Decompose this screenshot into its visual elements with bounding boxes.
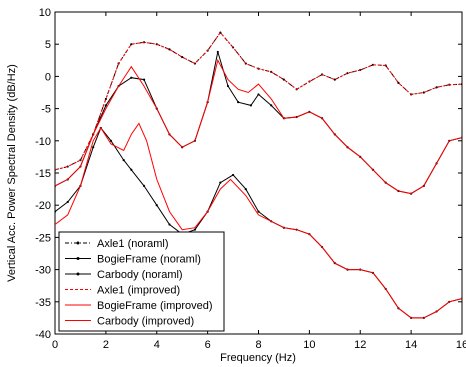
data-point (257, 93, 260, 96)
x-tick-label: 4 (154, 339, 160, 351)
data-point (270, 104, 273, 107)
series-line (55, 58, 462, 195)
axis-ticks: 0 2 4 6 8 10 12 14 16 -40 -35 -30 -25 -20 -15 -10 -5 0 5 10 (35, 7, 466, 351)
legend-marker (76, 272, 80, 276)
y-tick-label: -5 (41, 104, 51, 116)
y-tick-label: -10 (35, 136, 51, 148)
y-tick-label: -40 (35, 329, 51, 341)
data-point (168, 223, 171, 226)
y-tick-label: -25 (35, 232, 51, 244)
legend-label: Axle1 (noraml) (97, 238, 169, 250)
data-point (142, 78, 146, 81)
series-layer (55, 31, 462, 319)
data-point (142, 184, 146, 187)
x-tick-label: 16 (456, 339, 466, 351)
legend-label: BogieFrame (improved) (97, 300, 213, 312)
series-line (55, 31, 462, 171)
data-point (216, 50, 219, 54)
data-point (181, 55, 184, 59)
data-point (66, 200, 69, 204)
x-tick-label: 10 (303, 339, 315, 351)
data-point (155, 204, 158, 207)
data-point (219, 181, 222, 184)
y-tick-label: 0 (45, 71, 51, 83)
data-point (226, 84, 230, 88)
x-tick-label: 14 (405, 339, 417, 351)
series-line (55, 122, 462, 319)
x-tick-label: 0 (52, 339, 58, 351)
data-point (55, 210, 57, 213)
data-point (130, 168, 133, 171)
data-point (104, 104, 107, 107)
data-point (257, 210, 260, 213)
data-point (231, 173, 235, 177)
legend-box (58, 231, 225, 332)
data-point (104, 97, 107, 101)
data-point (244, 188, 247, 191)
legend-label: BogieFrame (noraml) (97, 254, 201, 266)
x-tick-label: 8 (255, 339, 261, 351)
legend-marker (76, 241, 80, 245)
y-tick-label: -20 (35, 200, 51, 212)
series-3 (55, 31, 462, 171)
data-point (122, 159, 125, 162)
y-axis-label: Vertical Acc. Power Spectral Density (dB… (6, 64, 18, 282)
legend-label: Carbody (noraml) (97, 269, 183, 281)
x-axis-label: Frequency (Hz) (220, 352, 296, 364)
data-point (333, 78, 336, 81)
x-tick-label: 6 (205, 339, 211, 351)
x-tick-label: 12 (354, 339, 366, 351)
data-point (249, 104, 252, 107)
x-tick-label: 2 (103, 339, 109, 351)
y-tick-label: -30 (35, 265, 51, 277)
y-tick-label: 5 (45, 39, 51, 51)
y-tick-label: 10 (39, 7, 51, 19)
data-point (109, 139, 113, 142)
legend-label: Axle1 (improved) (97, 285, 180, 297)
data-point (92, 146, 95, 149)
data-point (460, 83, 462, 86)
series-4 (55, 58, 462, 195)
y-tick-label: -15 (35, 168, 51, 180)
data-point (130, 76, 133, 79)
legend-label: Carbody (improved) (97, 316, 194, 328)
data-point (168, 48, 171, 51)
legend: Axle1 (noraml) BogieFrame (noraml) Carbody… (58, 231, 225, 332)
y-tick-label: -35 (35, 297, 51, 309)
legend-marker (76, 257, 80, 260)
data-point (193, 228, 197, 231)
series-5 (55, 122, 462, 319)
data-point (237, 101, 240, 104)
